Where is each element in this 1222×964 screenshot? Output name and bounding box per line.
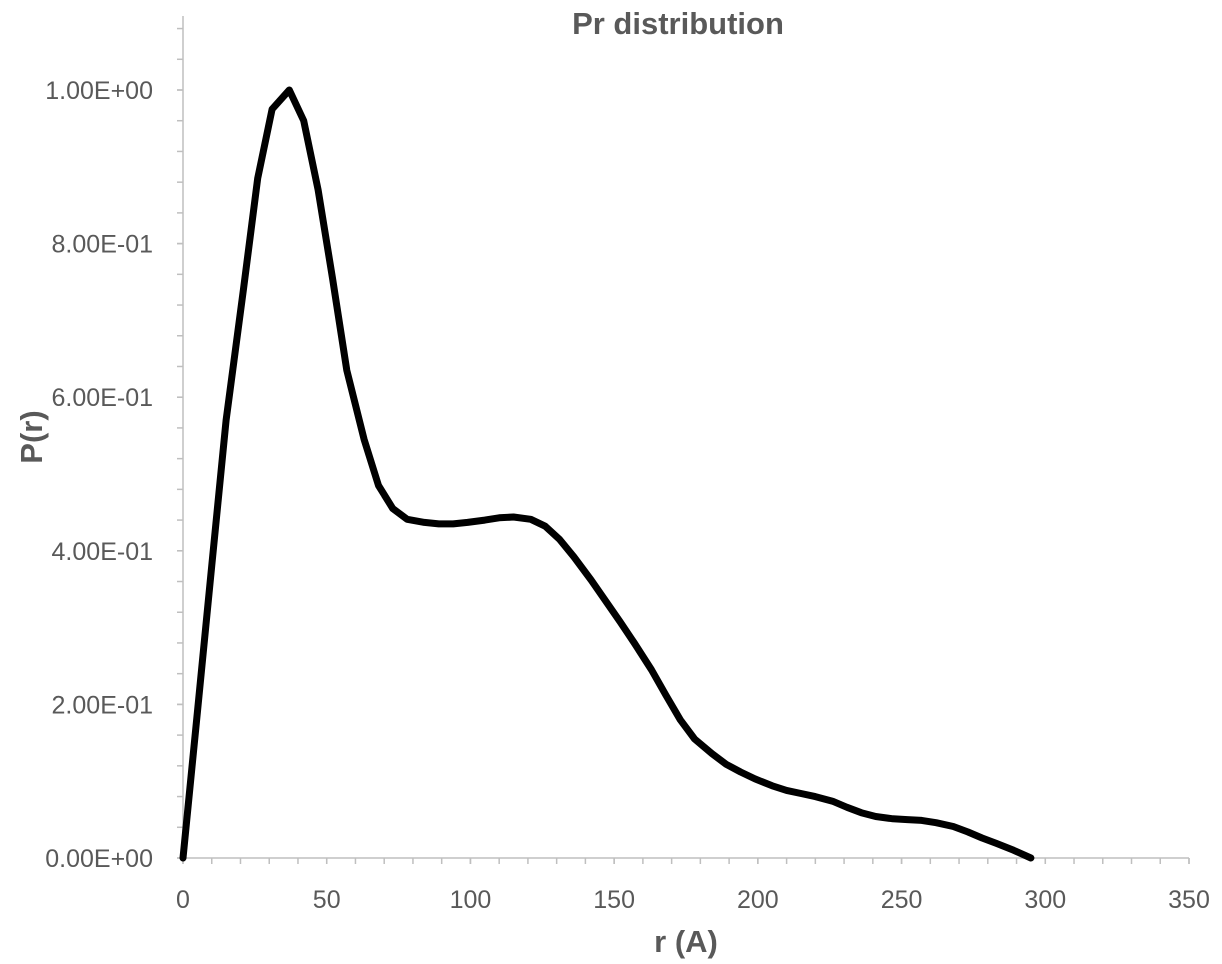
chart-title: Pr distribution — [572, 6, 784, 41]
x-tick-labels: 0 50 100 150 200 250 300 350 — [176, 886, 1210, 914]
y-tick-label: 2.00E-01 — [52, 691, 153, 719]
y-tick-label: 4.00E-01 — [52, 538, 153, 566]
x-tick-label: 350 — [1168, 886, 1210, 914]
x-tick-label: 100 — [450, 886, 492, 914]
series-line — [179, 86, 1035, 862]
x-tick-label: 200 — [737, 886, 779, 914]
y-tick-labels: 0.00E+00 2.00E-01 4.00E-01 6.00E-01 8.00E-01… — [45, 77, 153, 873]
y-tick-label: 6.00E-01 — [52, 384, 153, 412]
y-tick-label: 1.00E+00 — [45, 77, 153, 105]
y-tick-label: 8.00E-01 — [52, 231, 153, 259]
x-tick-label: 250 — [881, 886, 923, 914]
x-tick-label: 300 — [1024, 886, 1066, 914]
y-tick-label: 0.00E+00 — [45, 845, 153, 873]
y-axis-label: P(r) — [14, 410, 49, 463]
x-axis-label: r (A) — [654, 924, 718, 959]
series-group — [179, 86, 1035, 862]
x-tick-label: 50 — [313, 886, 341, 914]
y-ticks — [177, 27, 183, 859]
axes — [182, 16, 1189, 859]
x-tick-label: 0 — [176, 886, 190, 914]
x-ticks — [182, 858, 1190, 864]
x-tick-label: 150 — [593, 886, 635, 914]
